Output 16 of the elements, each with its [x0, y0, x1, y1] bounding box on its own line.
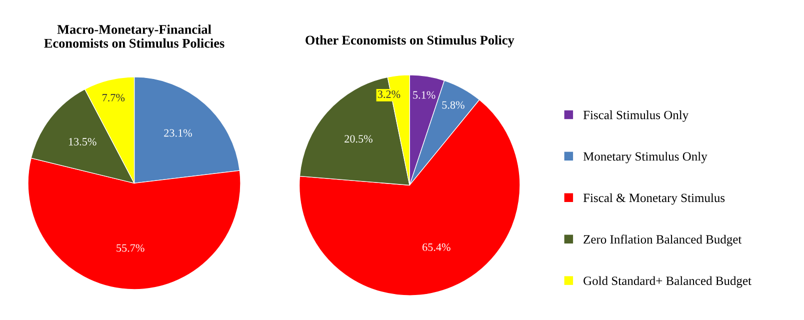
data-label: 20.5% — [344, 135, 372, 143]
chart-title: Macro-Monetary-Financial Economists on Stimulus Policies — [44, 24, 224, 48]
legend-label: Monetary Stimulus Only — [583, 152, 708, 164]
data-label: 5.8% — [442, 101, 464, 109]
data-label: 13.5% — [68, 138, 96, 146]
data-label: 5.1% — [413, 91, 436, 99]
data-label: 3.2% — [378, 90, 400, 98]
data-label: 65.4% — [422, 243, 450, 251]
data-label: 7.7% — [102, 94, 125, 102]
chart-title: Other Economists on Stimulus Policy — [306, 35, 514, 48]
legend-label: Fiscal & Monetary Stimulus — [583, 193, 725, 205]
legend-label: Zero Inflation Balanced Budget — [584, 234, 742, 246]
data-label: 23.1% — [164, 129, 192, 137]
data-label: 55.7% — [116, 244, 144, 252]
legend-label: Gold Standard+ Balanced Budget — [584, 276, 752, 288]
legend-label: Fiscal Stimulus Only — [583, 110, 689, 122]
